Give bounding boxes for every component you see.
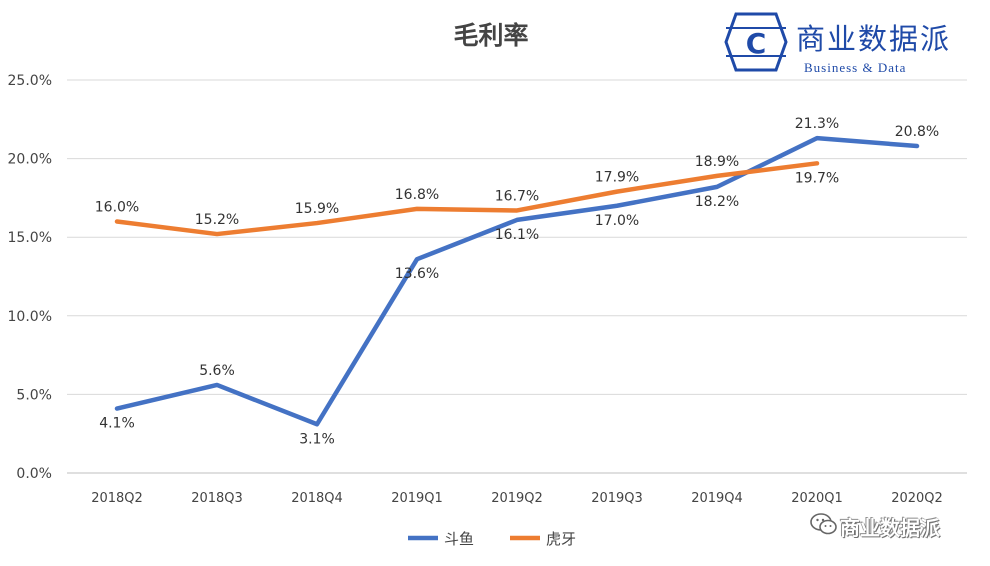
svg-text:C: C (746, 27, 767, 60)
x-tick-label: 2020Q1 (791, 491, 843, 506)
x-tick-label: 2018Q3 (191, 491, 243, 506)
wechat-icon (810, 513, 837, 535)
y-axis-ticks: 0.0% 5.0% 10.0% 15.0% 20.0% 25.0% (8, 73, 52, 482)
data-label-huya: 16.0% (95, 199, 139, 215)
x-tick-label: 2019Q2 (491, 491, 543, 506)
series-line-huya (114, 161, 820, 237)
data-label-douyu: 20.8% (895, 124, 939, 140)
x-tick-label: 2019Q4 (691, 491, 743, 506)
data-label-douyu: 17.0% (595, 213, 639, 229)
y-tick-label: 5.0% (16, 387, 52, 403)
chart-legend: 斗鱼 虎牙 (408, 530, 576, 548)
data-label-douyu: 21.3% (795, 116, 839, 132)
watermark: 商业数据派 (810, 510, 980, 540)
logo-name-en: Business & Data (804, 60, 907, 75)
watermark-text: 商业数据派 (840, 516, 940, 540)
x-tick-label: 2019Q1 (391, 491, 443, 506)
data-label-douyu: 13.6% (395, 266, 439, 282)
data-label-huya: 19.7% (795, 170, 839, 186)
data-label-douyu: 5.6% (199, 363, 235, 379)
data-label-douyu: 4.1% (99, 416, 135, 432)
legend-label-douyu: 斗鱼 (444, 530, 474, 548)
legend-label-huya: 虎牙 (546, 530, 576, 548)
data-label-huya: 16.8% (395, 187, 439, 203)
chart-title: 毛利率 (453, 21, 528, 50)
y-tick-label: 15.0% (8, 230, 52, 246)
logo-name-cn: 商业数据派 (796, 22, 952, 56)
x-axis-ticks: 2018Q2 2018Q3 2018Q4 2019Q1 2019Q2 2019Q3 2019… (91, 491, 943, 506)
brand-logo: C 商业数据派 Business & Data (718, 6, 983, 78)
series-lines (114, 135, 920, 427)
data-label-huya: 15.9% (295, 201, 339, 217)
data-label-huya: 18.9% (695, 154, 739, 170)
y-tick-label: 10.0% (8, 309, 52, 325)
x-tick-label: 2020Q2 (891, 491, 943, 506)
series-line-douyu (114, 135, 920, 427)
data-label-huya: 16.7% (495, 188, 539, 204)
data-label-douyu: 16.1% (495, 227, 539, 243)
x-tick-label: 2018Q4 (291, 491, 343, 506)
y-tick-label: 25.0% (8, 73, 52, 89)
y-tick-label: 20.0% (8, 152, 52, 168)
data-label-douyu: 18.2% (695, 194, 739, 210)
data-labels: 4.1% 5.6% 3.1% 13.6% 16.1% 17.0% 18.2% 21.3% 20.… (95, 116, 939, 447)
data-label-douyu: 3.1% (299, 431, 335, 447)
logo-mark-icon: C (724, 12, 788, 72)
gridlines (67, 79, 967, 474)
y-tick-label: 0.0% (16, 466, 52, 482)
data-label-huya: 17.9% (595, 170, 639, 186)
x-tick-label: 2018Q2 (91, 491, 143, 506)
x-tick-label: 2019Q3 (591, 491, 643, 506)
data-label-huya: 15.2% (195, 212, 239, 228)
